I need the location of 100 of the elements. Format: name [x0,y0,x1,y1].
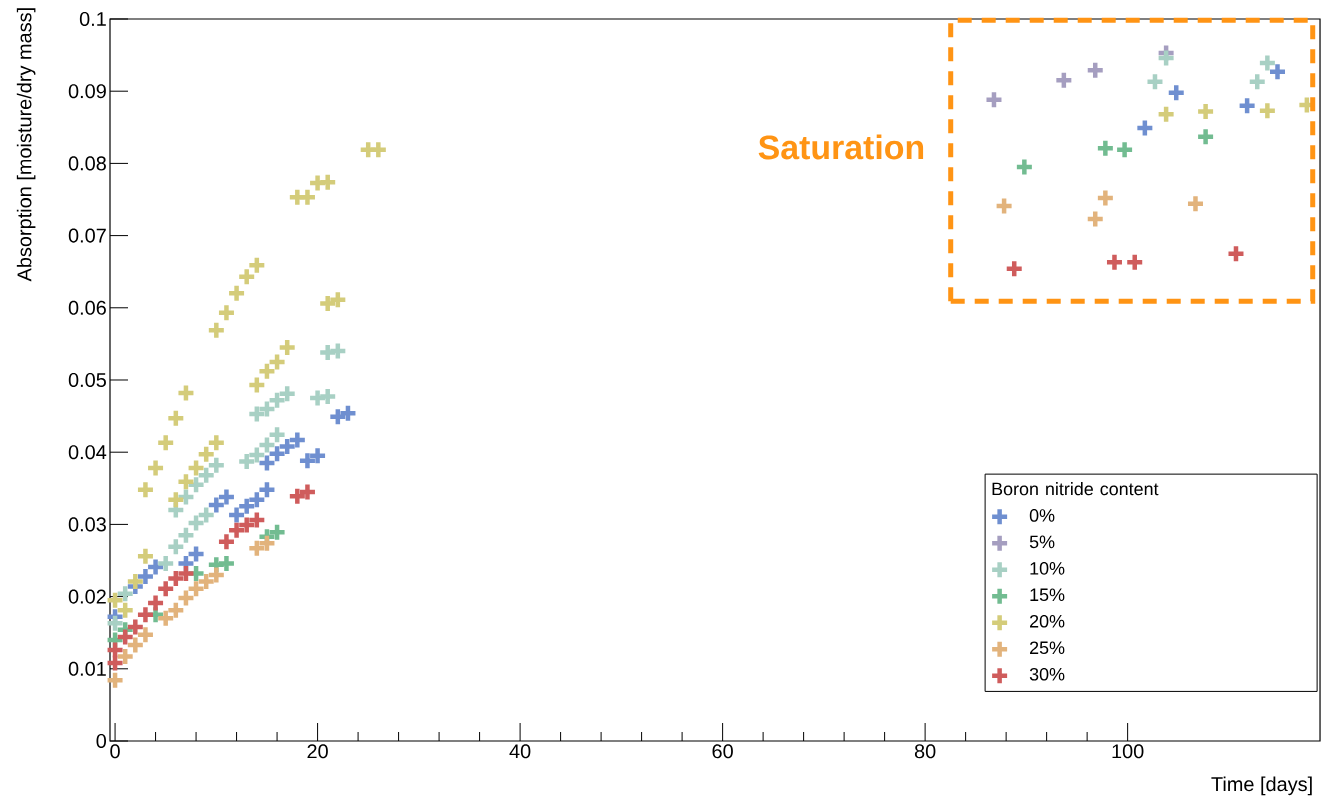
point [1104,252,1125,273]
legend-label: 25% [1030,641,1065,655]
point [196,465,216,486]
point [317,293,338,314]
point [125,571,146,592]
point [216,531,237,552]
y-tick-label: 0.06 [68,300,106,315]
point [196,571,216,592]
point [317,342,338,363]
point [1156,104,1176,125]
point [125,617,146,637]
point [247,404,267,424]
point [155,433,176,453]
point [247,490,267,510]
x-tick-label: 40 [509,744,531,759]
point [297,187,318,208]
y-tick-label: 0.02 [68,589,106,604]
point [186,458,206,478]
point [247,538,267,558]
point [1095,138,1116,158]
point [166,600,186,621]
point [115,646,135,667]
point [287,430,308,450]
legend-label: 20% [1030,614,1065,628]
x-tick-label: 0 [110,744,120,759]
point [236,515,257,535]
point [257,533,277,553]
point [267,352,287,372]
point [1237,95,1257,116]
point [257,435,277,455]
legend-title: Boron nitride content [992,482,1159,496]
point [206,433,227,453]
point [176,588,196,608]
point [368,139,389,160]
point [186,474,206,495]
point [1247,72,1267,92]
point [338,403,358,423]
y-tick-label: 0.04 [68,445,107,460]
point [206,495,227,515]
point [984,90,1004,110]
point [115,583,135,604]
point [176,383,196,403]
point [166,490,186,510]
point [176,563,196,584]
point [186,578,206,599]
point [155,608,176,629]
point [226,520,247,540]
point [166,568,186,589]
point [1085,60,1105,80]
point [236,267,257,287]
legend-label: 15% [1030,588,1065,602]
point [1257,100,1278,121]
point [994,196,1014,216]
point [186,513,206,533]
point [196,444,216,465]
point [105,640,125,660]
point [155,578,176,599]
point [328,341,348,361]
point [176,487,196,507]
point [247,375,267,395]
point [135,479,156,500]
x-tick-label: 60 [712,744,733,759]
point [176,525,196,545]
y-tick-label: 0.08 [68,156,106,171]
point [226,283,247,304]
point [1004,259,1024,279]
point [135,546,156,566]
point [1095,188,1116,208]
point [166,408,186,429]
legend-label: 30% [1029,667,1065,681]
legend-label: 10% [1030,561,1065,575]
point [1166,82,1186,103]
point [135,566,156,587]
point [328,407,348,427]
point [145,593,166,613]
y-tick-label: 0.1 [79,11,106,27]
y-tick-label: 0.01 [68,661,106,676]
point [1185,194,1206,214]
point [105,613,125,634]
point [125,635,146,655]
point [257,479,277,500]
y-tick-label: 0.03 [68,517,106,532]
point [1267,61,1288,82]
point [105,670,125,691]
point [135,604,156,625]
point [206,455,227,475]
point [267,522,287,543]
point [135,625,156,645]
point [1114,139,1135,160]
point [267,425,287,445]
point [1156,48,1176,68]
point [277,436,297,457]
annotation: Saturation [758,134,924,160]
point [317,172,338,192]
point [236,496,257,517]
point [1226,243,1246,264]
point [247,510,267,530]
point [155,553,176,574]
point [226,505,247,525]
x-tick-label: 80 [914,744,936,759]
